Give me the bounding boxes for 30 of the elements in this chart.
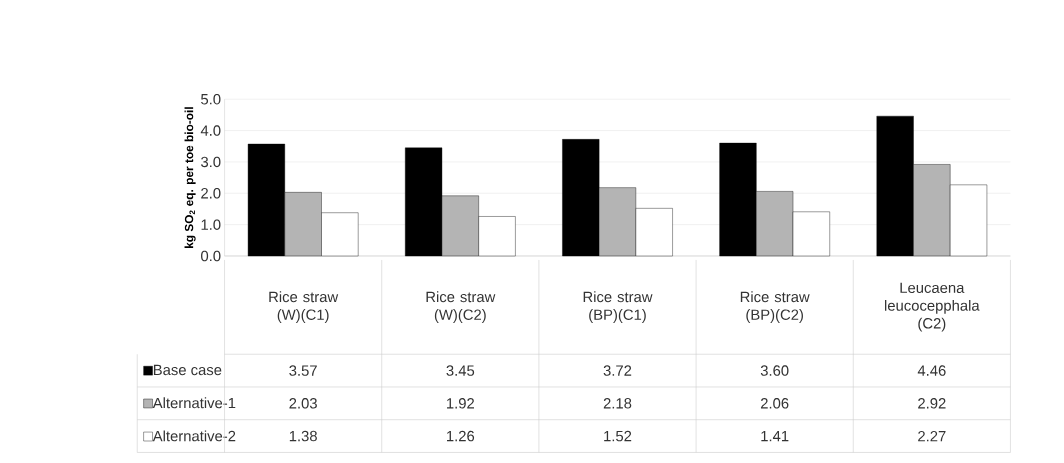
- data-label: 2.06: [760, 397, 789, 409]
- data-label: 2.03: [289, 397, 317, 409]
- x-tick-label: Rice straw (W)(C2): [426, 291, 496, 323]
- x-tick-label: Leucaena leucocepphala (C2): [885, 282, 980, 332]
- data-label: 3.45: [446, 365, 475, 376]
- data-label: 1.52: [604, 430, 632, 442]
- x-tick-label: Rice straw (BP)(C1): [583, 291, 653, 323]
- y-tick-label: 5.0: [201, 93, 221, 105]
- data-label: 4.46: [917, 365, 946, 376]
- y-tick-label: 2.0: [201, 187, 221, 199]
- x-tick-label: Rice straw (W)(C1): [269, 291, 339, 323]
- data-label: 1.41: [761, 430, 789, 441]
- x-tick-label: Rice straw (BP)(C2): [740, 291, 810, 323]
- legend-label: Base case: [153, 364, 222, 375]
- y-tick-label: 0.0: [201, 250, 221, 262]
- data-label: 2.18: [603, 397, 632, 409]
- data-label: 2.92: [918, 397, 946, 409]
- data-label: 1.92: [447, 397, 474, 409]
- legend-label: Alternative-1: [152, 397, 236, 409]
- y-tick-label: 4.0: [200, 125, 221, 136]
- data-label: 2.27: [918, 430, 946, 442]
- y-tick-label: 1.0: [201, 219, 221, 230]
- data-label: 1.26: [447, 430, 475, 442]
- legend-label: Alternative-2: [152, 430, 236, 442]
- y-tick-label: 3.0: [201, 156, 221, 167]
- data-label: 3.72: [603, 365, 632, 376]
- data-label: 3.57: [289, 365, 317, 376]
- data-label: 3.60: [760, 365, 789, 376]
- data-label: 1.38: [289, 430, 317, 442]
- y-axis-title: kg SO$_{2}$ eq. per toe bio-oil: [184, 107, 196, 248]
